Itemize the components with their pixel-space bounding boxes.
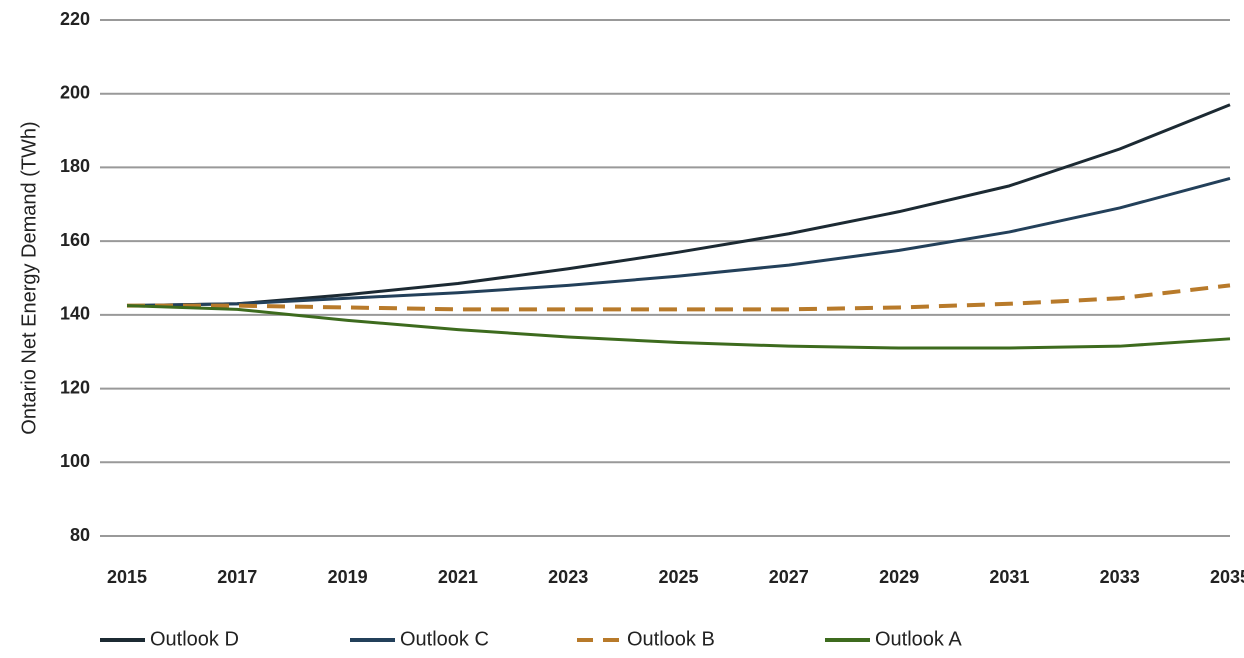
- x-tick-label: 2033: [1100, 567, 1140, 587]
- y-tick-label: 100: [60, 451, 90, 471]
- x-tick-label: 2029: [879, 567, 919, 587]
- y-tick-label: 220: [60, 9, 90, 29]
- x-tick-label: 2017: [217, 567, 257, 587]
- series-line: [126, 177, 1231, 308]
- series-line: [126, 103, 1231, 308]
- x-tick-label: 2031: [989, 567, 1029, 587]
- series-line: [127, 283, 1231, 312]
- y-tick-label: 200: [60, 82, 90, 102]
- x-tick-label: 2019: [328, 567, 368, 587]
- x-tick-label: 2035: [1210, 567, 1244, 587]
- x-tick-label: 2023: [548, 567, 588, 587]
- y-tick-label: 160: [60, 230, 90, 250]
- legend-label: Outlook D: [150, 628, 239, 650]
- legend-label: Outlook A: [875, 628, 962, 650]
- x-tick-label: 2027: [769, 567, 809, 587]
- y-tick-label: 80: [70, 525, 90, 545]
- y-tick-label: 180: [60, 156, 90, 176]
- y-tick-label: 140: [60, 304, 90, 324]
- y-tick-label: 120: [60, 377, 90, 397]
- series-line: [126, 304, 1231, 350]
- legend-label: Outlook B: [627, 628, 715, 650]
- x-tick-label: 2021: [438, 567, 478, 587]
- x-tick-label: 2025: [658, 567, 698, 587]
- y-axis-label: Ontario Net Energy Demand (TWh): [18, 121, 40, 434]
- x-tick-label: 2015: [107, 567, 147, 587]
- legend-label: Outlook C: [400, 628, 489, 650]
